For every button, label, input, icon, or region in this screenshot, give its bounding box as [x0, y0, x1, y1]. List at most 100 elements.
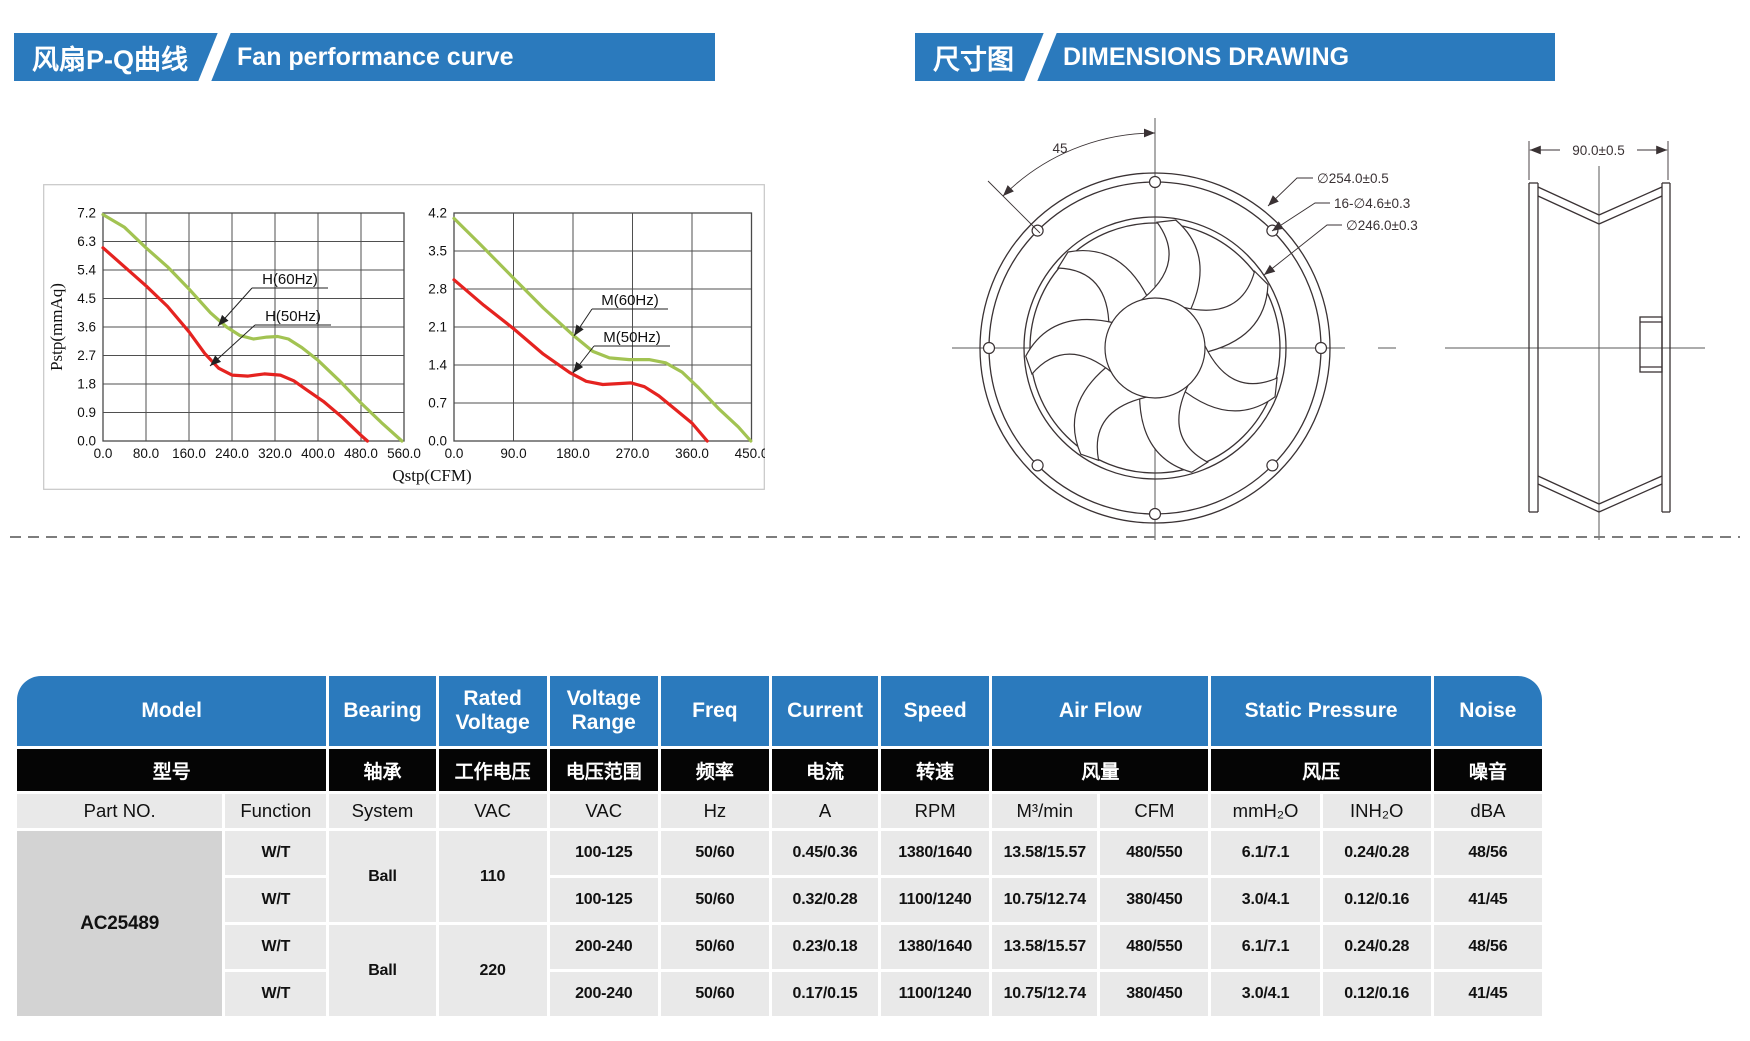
unit-m3min: M³/min [992, 794, 1098, 828]
table-cell: W/T [225, 831, 327, 875]
col-header-noise-cn: 噪音 [1433, 749, 1542, 791]
col-header-voltage-range: Voltage Range [549, 676, 658, 746]
table-cell: 0.45/0.36 [771, 831, 879, 875]
svg-text:270.0: 270.0 [616, 446, 650, 461]
svg-text:0.0: 0.0 [94, 446, 113, 461]
table-cell: W/T [225, 878, 327, 922]
svg-text:80.0: 80.0 [133, 446, 159, 461]
table-cell: 0.12/0.16 [1322, 878, 1431, 922]
svg-text:320.0: 320.0 [258, 446, 292, 461]
unit-dba: dBA [1433, 794, 1542, 828]
unit-function: Function [225, 794, 327, 828]
unit-mmh2o: mmH₂O [1211, 794, 1320, 828]
table-cell: 0.24/0.28 [1322, 925, 1431, 969]
section-header-dimensions: 尺寸图 DIMENSIONS DRAWING [915, 33, 1555, 81]
table-cell: 10.75/12.74 [992, 878, 1098, 922]
table-cell: 3.0/4.1 [1211, 878, 1320, 922]
svg-text:90.0: 90.0 [500, 446, 526, 461]
table-cell: 0.17/0.15 [771, 972, 879, 1016]
svg-text:1.8: 1.8 [77, 377, 96, 392]
table-cell: 50/60 [660, 925, 769, 969]
unit-a: A [771, 794, 879, 828]
col-header-airflow-cn: 风量 [992, 749, 1209, 791]
dashed-divider [10, 536, 1740, 538]
col-header-air-flow: Air Flow [992, 676, 1209, 746]
dimensions-title-en: DIMENSIONS DRAWING [1063, 42, 1350, 71]
table-cell: 48/56 [1433, 831, 1542, 875]
svg-text:160.0: 160.0 [172, 446, 206, 461]
table-cell: 480/550 [1100, 925, 1209, 969]
table-cell: 0.32/0.28 [771, 878, 879, 922]
svg-text:H(50Hz): H(50Hz) [265, 308, 321, 325]
table-cell: 41/45 [1433, 878, 1542, 922]
svg-text:0.9: 0.9 [77, 405, 96, 420]
unit-rpm: RPM [881, 794, 990, 828]
svg-text:6.3: 6.3 [77, 234, 96, 249]
dim-outer-diameter-label: ∅254.0±0.5 [1317, 171, 1389, 186]
svg-text:560.0: 560.0 [387, 446, 421, 461]
table-cell: 48/56 [1433, 925, 1542, 969]
table-cell: 1100/1240 [881, 878, 990, 922]
table-cell: 3.0/4.1 [1211, 972, 1320, 1016]
table-cell: 0.12/0.16 [1322, 972, 1431, 1016]
col-header-voltage-range-cn: 电压范围 [549, 749, 658, 791]
table-cell: 380/450 [1100, 972, 1209, 1016]
dim-depth-label: 90.0±0.5 [1572, 143, 1624, 158]
svg-text:400.0: 400.0 [301, 446, 335, 461]
svg-text:M(50Hz): M(50Hz) [603, 329, 661, 346]
col-header-speed: Speed [881, 676, 990, 746]
svg-text:240.0: 240.0 [215, 446, 249, 461]
unit-cfm: CFM [1100, 794, 1209, 828]
table-cell: 480/550 [1100, 831, 1209, 875]
svg-text:M(60Hz): M(60Hz) [601, 292, 659, 309]
table-cell: 10.75/12.74 [992, 972, 1098, 1016]
table-cell: 200-240 [549, 972, 658, 1016]
col-header-model: Model [17, 676, 327, 746]
table-cell: W/T [225, 925, 327, 969]
svg-text:360.0: 360.0 [675, 446, 709, 461]
col-header-freq-cn: 频率 [660, 749, 769, 791]
svg-text:2.8: 2.8 [428, 282, 447, 297]
dim-inner-diameter-label: ∅246.0±0.3 [1346, 218, 1418, 233]
svg-text:3.6: 3.6 [77, 320, 96, 335]
unit-part-no: Part NO. [17, 794, 223, 828]
unit-vac-rated: VAC [438, 794, 547, 828]
col-header-speed-cn: 转速 [881, 749, 990, 791]
angle-45-label: 45 [1052, 141, 1067, 156]
svg-text:4.5: 4.5 [77, 291, 96, 306]
col-header-pressure-cn: 风压 [1211, 749, 1431, 791]
slash-divider-icon [193, 33, 236, 81]
col-header-rated-voltage: Rated Voltage [438, 676, 547, 746]
table-cell: 13.58/15.57 [992, 925, 1098, 969]
col-header-current-cn: 电流 [771, 749, 879, 791]
table-cell: 100-125 [549, 878, 658, 922]
svg-text:Pstp(mmAq): Pstp(mmAq) [47, 283, 66, 371]
svg-text:7.2: 7.2 [77, 206, 96, 221]
unit-system: System [329, 794, 436, 828]
col-header-static-pressure: Static Pressure [1211, 676, 1431, 746]
angle-dimension: 45 [987, 128, 1156, 234]
unit-inh2o: INH₂O [1322, 794, 1431, 828]
svg-text:0.7: 0.7 [428, 396, 447, 411]
unit-hz: Hz [660, 794, 769, 828]
col-header-bearing-cn: 轴承 [329, 749, 436, 791]
svg-text:5.4: 5.4 [77, 263, 96, 278]
table-cell: 200-240 [549, 925, 658, 969]
dim-holes-label: 16-∅4.6±0.3 [1334, 196, 1410, 211]
col-header-bearing: Bearing [329, 676, 436, 746]
fan-side-view: 90.0±0.5 [1445, 141, 1705, 540]
dimensions-title-cn: 尺寸图 [933, 44, 1014, 75]
table-cell: 380/450 [1100, 878, 1209, 922]
col-header-freq: Freq [660, 676, 769, 746]
performance-title-cn: 风扇P-Q曲线 [32, 44, 189, 75]
spec-table: Model Bearing Rated Voltage Voltage Rang… [14, 673, 1545, 1019]
col-header-model-cn: 型号 [17, 749, 327, 791]
table-cell: 1380/1640 [881, 925, 990, 969]
pq-curve-charts: 0.0 80.0 160.0 240.0 320.0 400.0 480.0 560.0 0.0… [43, 184, 765, 490]
svg-text:3.5: 3.5 [428, 244, 447, 259]
table-cell: 6.1/7.1 [1211, 925, 1320, 969]
table-cell: 1380/1640 [881, 831, 990, 875]
svg-text:0.0: 0.0 [77, 434, 96, 449]
table-cell: 1100/1240 [881, 972, 990, 1016]
